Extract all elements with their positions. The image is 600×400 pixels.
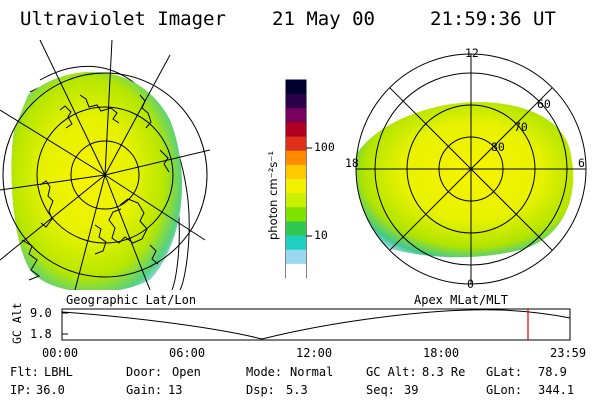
info-door-key: Door:: [126, 365, 163, 379]
info-dsp-key: Dsp:: [246, 383, 275, 397]
colorbar-band: [286, 150, 306, 166]
info-gcalt-key: GC Alt:: [366, 365, 417, 379]
altitude-xtick-2359: 23:59: [550, 346, 587, 360]
colorbar-band: [286, 136, 306, 152]
colorbar-band: [286, 179, 306, 194]
altitude-ytick-1-8: 1.8: [30, 327, 52, 341]
altitude-ytick-9: 9.0: [30, 306, 52, 320]
info-gcalt-value: 8.3 Re: [422, 365, 466, 379]
colorbar-unit-label: photon cm⁻²s⁻¹: [266, 151, 280, 240]
info-seq-value: 39: [404, 383, 419, 397]
altitude-ylabel: GC Alt: [10, 302, 24, 344]
instrument-title: Ultraviolet Imager: [20, 8, 226, 30]
info-mode-value: Normal: [290, 365, 334, 379]
info-glon-key: GLon:: [486, 383, 523, 397]
geo-panel-label: Geographic Lat/Lon: [66, 293, 197, 307]
colorbar-band: [286, 193, 306, 208]
info-glon-value: 344.1: [538, 383, 575, 397]
aurora-emission-geo: [11, 71, 182, 290]
info-seq-key: Seq:: [366, 383, 395, 397]
info-flt-key: Flt:: [10, 365, 39, 379]
colorbar-band: [286, 235, 306, 251]
info-ip-value: 36.0: [36, 383, 65, 397]
apex-panel-label: Apex MLat/MLT: [414, 293, 508, 307]
altitude-xtick-1800: 18:00: [423, 346, 460, 360]
mlat-label-70: 70: [514, 120, 528, 134]
observation-time: 21:59:36 UT: [430, 8, 556, 30]
colorbar-tick-100: 100: [314, 140, 335, 154]
geographic-map: [0, 40, 210, 290]
colorbar-band: [286, 249, 306, 265]
colorbar-band: [286, 164, 306, 180]
altitude-xtick-0600: 06:00: [169, 346, 206, 360]
info-mode-key: Mode:: [246, 365, 283, 379]
info-flt-value: LBHL: [44, 365, 73, 379]
info-gain-value: 13: [168, 383, 183, 397]
mlt-label-6: 6: [578, 156, 585, 170]
altitude-plot: [61, 308, 571, 341]
info-glat-key: GLat:: [486, 365, 523, 379]
colorbar-band: [286, 207, 306, 222]
observation-date: 21 May 00: [272, 8, 375, 30]
mlt-label-12: 12: [465, 46, 479, 60]
info-ip-key: IP:: [10, 383, 32, 397]
apex-polar-plot: [355, 53, 587, 285]
mlt-label-18: 18: [345, 156, 359, 170]
colorbar-band: [286, 263, 306, 279]
colorbar-tick-10: 10: [314, 228, 328, 242]
mlt-label-0: 0: [467, 277, 474, 291]
colorbar-band: [286, 94, 306, 109]
intensity-colorbar: [285, 79, 312, 279]
info-gain-key: Gain:: [126, 383, 163, 397]
colorbar-band: [286, 80, 306, 95]
colorbar-band: [286, 108, 306, 123]
info-dsp-value: 5.3: [286, 383, 308, 397]
colorbar-band: [286, 221, 306, 237]
altitude-xtick-1200: 12:00: [296, 346, 333, 360]
altitude-xtick-0000: 00:00: [42, 346, 79, 360]
info-door-value: Open: [172, 365, 201, 379]
mlat-label-80: 80: [491, 140, 505, 154]
mlat-label-60: 60: [537, 97, 551, 111]
altitude-trace: [61, 309, 571, 340]
colorbar-band: [286, 122, 306, 138]
coastlines: [21, 94, 170, 281]
info-glat-value: 78.9: [538, 365, 567, 379]
